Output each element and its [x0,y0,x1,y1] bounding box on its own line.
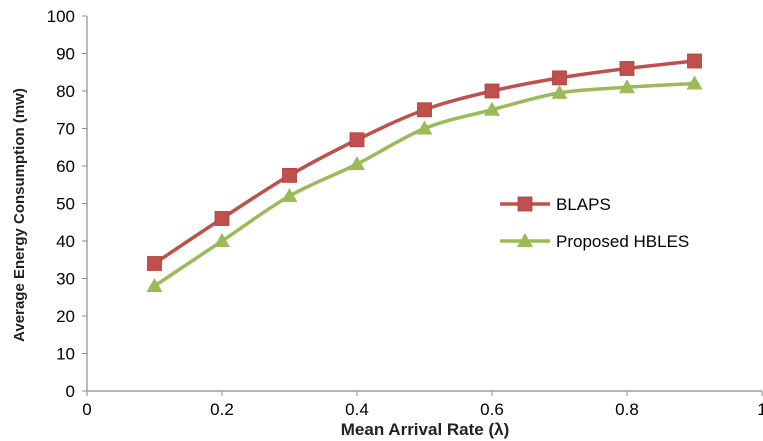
series-2 [146,75,703,292]
y-tick-label: 10 [56,345,75,364]
y-tick-label: 70 [56,120,75,139]
x-tick-label: 0 [82,400,91,419]
data-point [281,188,298,202]
x-tick-label: 1 [757,400,763,419]
y-tick-label: 40 [56,232,75,251]
legend-item-2: Proposed HBLES [500,232,689,251]
data-point [349,132,365,148]
y-tick-label: 20 [56,307,75,326]
x-axis-label: Mean Arrival Rate (λ) [341,420,509,439]
data-point [619,61,635,76]
data-point [214,211,230,226]
data-point [146,278,163,292]
data-point [484,83,500,99]
data-point [282,167,297,183]
data-point [484,101,500,116]
series-lines [146,53,703,292]
y-axis-label: Average Energy Consumption (mw) [11,88,28,342]
legend: BLAPS Proposed HBLES [500,195,689,251]
data-point [687,53,702,69]
chart-axes [82,15,763,396]
y-tick-label: 100 [47,7,75,26]
x-tick-label: 0.2 [210,400,234,419]
legend-item-1: BLAPS [500,195,611,214]
data-point [416,120,433,135]
y-tick-label: 90 [56,45,75,64]
legend-marker [517,196,533,212]
y-tick-label: 60 [56,157,75,176]
series-1 [147,53,702,271]
legend-marker [517,233,533,247]
tick-labels: 0 10 20 30 40 50 60 70 80 90 100 0 0.2 0.4 0.6 0.8 1 [47,7,763,419]
y-tick-label: 30 [56,270,75,289]
x-tick-label: 0.4 [345,400,369,419]
data-point [686,75,703,90]
y-tick-label: 50 [56,195,75,214]
data-point [619,79,635,94]
x-tick-label: 0.6 [480,400,504,419]
data-point [214,233,230,247]
legend-label: BLAPS [556,195,611,214]
data-point [147,256,162,271]
legend-label: Proposed HBLES [556,232,689,251]
x-tick-label: 0.8 [615,400,639,419]
y-tick-label: 0 [66,382,75,401]
data-point [349,156,365,171]
data-point [551,84,568,99]
data-point [417,102,432,118]
data-point [552,70,567,86]
y-tick-label: 80 [56,82,75,101]
